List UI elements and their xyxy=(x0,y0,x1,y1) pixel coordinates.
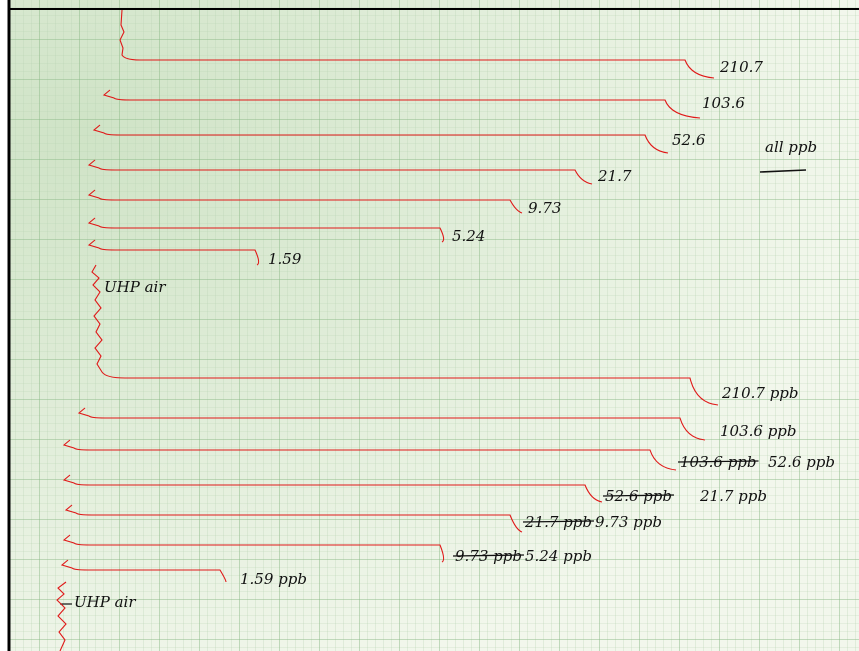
peak-label: 103.6 xyxy=(702,94,745,112)
baseline-label: UHP air xyxy=(104,278,166,296)
peak-label: 52.6 ppb xyxy=(768,453,835,471)
peak-label: 1.59 ppb xyxy=(240,570,307,588)
peak-label: 21.7 xyxy=(597,167,632,185)
peak-label: 1.59 xyxy=(268,250,302,268)
peak-label: 103.6 ppb xyxy=(720,422,797,440)
peak-label: 5.24 ppb xyxy=(525,547,592,565)
peak-label: 52.6 xyxy=(672,131,706,149)
peak-label: 5.24 xyxy=(452,227,485,245)
peak-label: 210.7 ppb xyxy=(721,384,799,402)
units-note: all ppb xyxy=(765,138,817,156)
peak-label: 210.7 xyxy=(719,58,763,76)
margin xyxy=(0,0,8,651)
chart-recorder-scan: all ppb UHP air UHP air 210.7 103.6 52.6 21… xyxy=(0,0,859,651)
peak-label: 9.73 xyxy=(528,199,561,217)
baseline-label: UHP air xyxy=(74,593,136,611)
peak-label: 9.73 ppb xyxy=(595,513,662,531)
peak-label: 21.7 ppb xyxy=(699,487,767,505)
